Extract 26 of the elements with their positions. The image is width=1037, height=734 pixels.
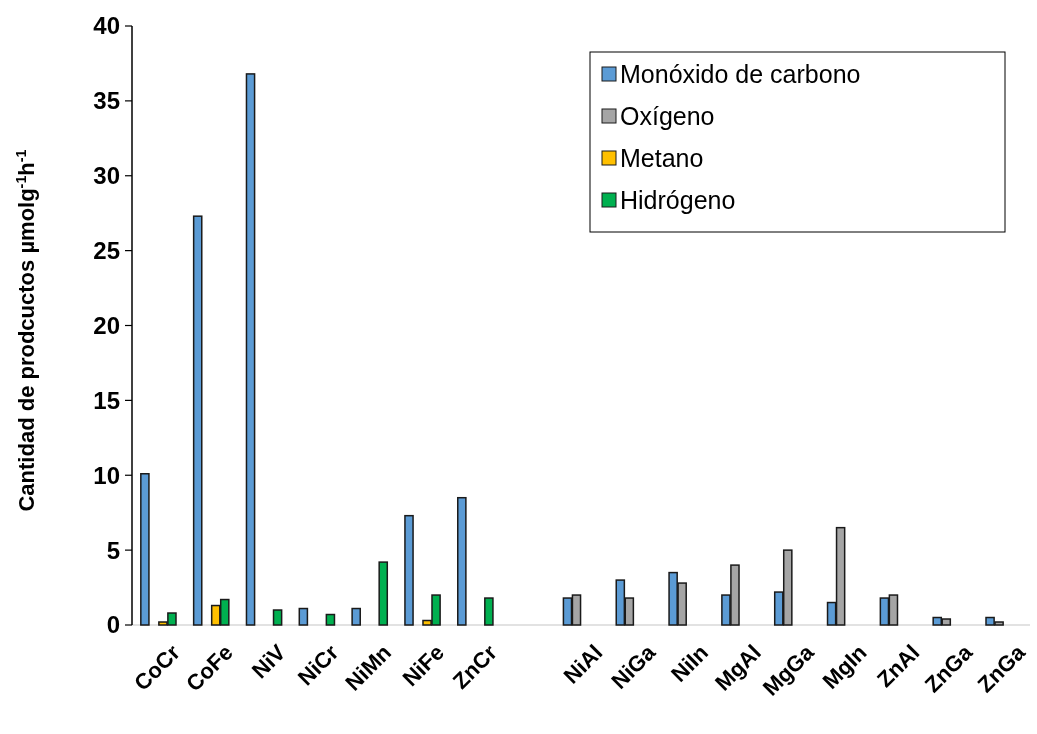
legend-label: Monóxido de carbono <box>620 59 861 88</box>
bar <box>272 609 283 626</box>
y-tick-label: 35 <box>93 87 120 115</box>
bar <box>140 473 150 626</box>
y-tick-label: 25 <box>93 237 120 265</box>
legend-label: Hidrógeno <box>620 185 736 214</box>
bar <box>457 496 467 626</box>
x-tick-label: NiV <box>246 639 291 684</box>
bar <box>192 215 203 626</box>
legend-label: Metano <box>620 143 704 172</box>
y-tick-label: 10 <box>93 461 120 489</box>
bar <box>378 561 389 626</box>
x-tick-label: NiIn <box>666 639 714 687</box>
y-tick-label: 15 <box>93 386 120 414</box>
y-tick-label: 0 <box>106 611 120 639</box>
y-tick-label: 5 <box>106 536 120 564</box>
y-tick-label: 40 <box>93 12 120 40</box>
bar <box>404 514 414 626</box>
bar <box>325 613 336 626</box>
y-tick-label: 30 <box>93 162 120 190</box>
bar <box>351 607 361 626</box>
bar <box>298 607 309 626</box>
y-tick-label: 20 <box>93 311 120 339</box>
bar <box>245 73 256 626</box>
bar <box>484 597 494 626</box>
legend-label: Oxígeno <box>620 101 715 130</box>
